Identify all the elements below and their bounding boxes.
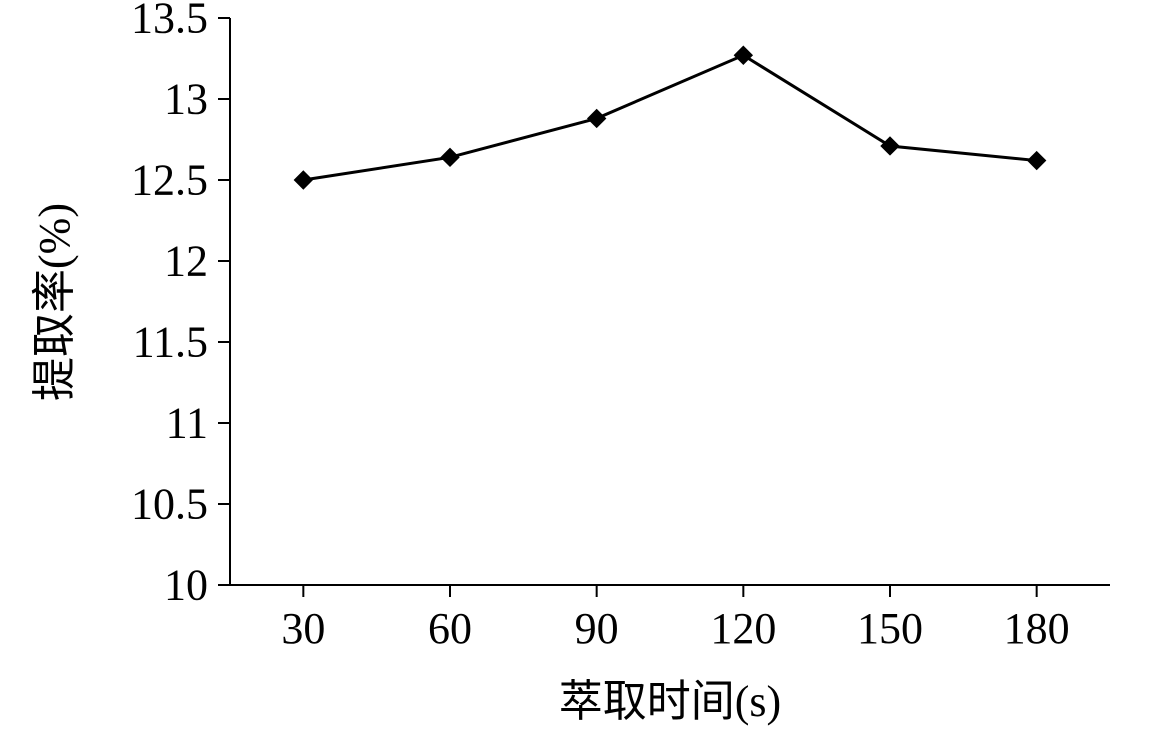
x-tick-label: 150 bbox=[857, 603, 923, 654]
x-tick-label: 120 bbox=[710, 603, 776, 654]
y-tick-label: 10.5 bbox=[131, 479, 208, 530]
y-tick-label: 12.5 bbox=[131, 155, 208, 206]
x-tick-label: 180 bbox=[1004, 603, 1070, 654]
y-tick-label: 11.5 bbox=[133, 317, 208, 368]
x-axis-title: 萃取时间(s) bbox=[559, 665, 781, 729]
y-tick-label: 11 bbox=[166, 398, 208, 449]
x-tick-label: 90 bbox=[575, 603, 619, 654]
y-tick-label: 13 bbox=[164, 74, 208, 125]
chart: 提取率(%) 萃取时间(s) 10 10.5 11 11.5 12 12.5 13 13.5 3… bbox=[0, 0, 1166, 747]
x-tick-label: 60 bbox=[428, 603, 472, 654]
y-axis-title: 提取率(%) bbox=[18, 203, 82, 401]
x-tick-label: 30 bbox=[281, 603, 325, 654]
y-tick-label: 12 bbox=[164, 236, 208, 287]
y-tick-label: 13.5 bbox=[131, 0, 208, 44]
y-tick-label: 10 bbox=[164, 560, 208, 611]
